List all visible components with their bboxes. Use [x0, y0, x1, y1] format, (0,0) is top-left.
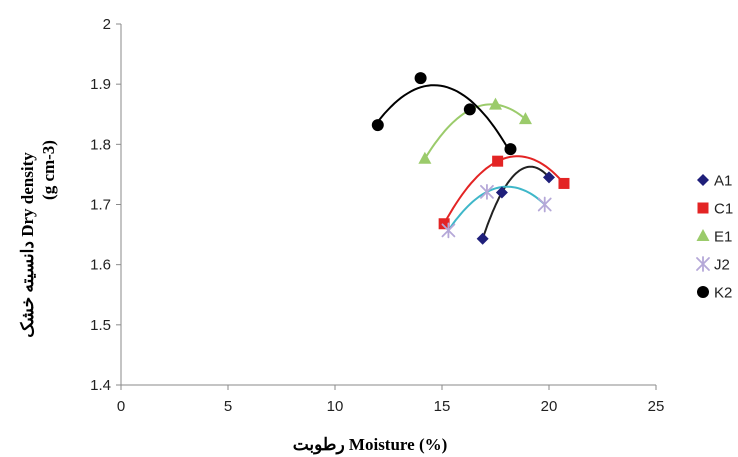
x-tick-label: 5 [224, 398, 232, 415]
data-point-c1 [558, 177, 570, 189]
y-tick-label: 2 [103, 16, 111, 33]
y-tick-label: 1.8 [90, 136, 111, 153]
data-point-e1 [418, 151, 432, 164]
y-axis-title: دانسیته خشک Dry density [18, 152, 37, 338]
data-point-j2 [480, 183, 494, 200]
trend-curve-j2 [447, 185, 546, 231]
legend-marker-a1 [697, 174, 709, 186]
data-points [371, 72, 570, 245]
data-point-a1 [543, 171, 555, 184]
data-point-e1 [489, 97, 502, 110]
y-axis-unit: (g cm-3) [39, 140, 58, 200]
x-tick-label: 0 [117, 398, 125, 415]
x-tick-label: 20 [541, 398, 558, 415]
trend-curve-a1 [481, 165, 550, 240]
data-point-k2 [463, 103, 476, 116]
x-tick-label: 10 [327, 398, 344, 415]
data-point-k2 [504, 143, 517, 156]
y-tick-label: 1.5 [90, 317, 111, 334]
data-point-j2 [441, 222, 456, 239]
y-tick-label: 1.7 [90, 197, 111, 214]
y-tick-label: 1.4 [90, 377, 111, 394]
x-tick-label: 25 [648, 398, 665, 415]
data-point-c1 [492, 155, 504, 167]
data-point-k2 [414, 72, 427, 85]
legend-marker-c1 [697, 202, 709, 214]
legend-marker-e1 [696, 229, 710, 241]
data-point-e1 [518, 112, 532, 125]
legend-marker-k2 [697, 286, 709, 298]
legend: A1 C1 E1 J2 K2 [696, 173, 733, 302]
data-point-a1 [495, 186, 508, 199]
data-point-k2 [371, 119, 384, 132]
data-point-c1 [438, 218, 450, 230]
data-point-a1 [476, 232, 489, 245]
y-axis-ticks: 1.4 1.5 1.6 1.7 1.8 1.9 2 [90, 16, 121, 394]
legend-marker-j2 [696, 256, 710, 272]
legend-label-c1: C1 [714, 201, 733, 218]
y-tick-label: 1.9 [90, 76, 111, 93]
legend-label-a1: A1 [714, 173, 732, 190]
trend-curve-k2 [377, 84, 512, 154]
trend-curve-c1 [443, 155, 565, 225]
data-point-j2 [537, 196, 552, 213]
legend-label-e1: E1 [714, 229, 732, 246]
legend-label-j2: J2 [714, 257, 730, 274]
legend-label-k2: K2 [714, 285, 732, 302]
x-axis-ticks: 0 5 10 15 20 25 [117, 385, 665, 415]
y-tick-label: 1.6 [90, 257, 111, 274]
x-axis-title: رطوبت Moisture (%) [293, 435, 448, 455]
x-tick-label: 15 [434, 398, 451, 415]
